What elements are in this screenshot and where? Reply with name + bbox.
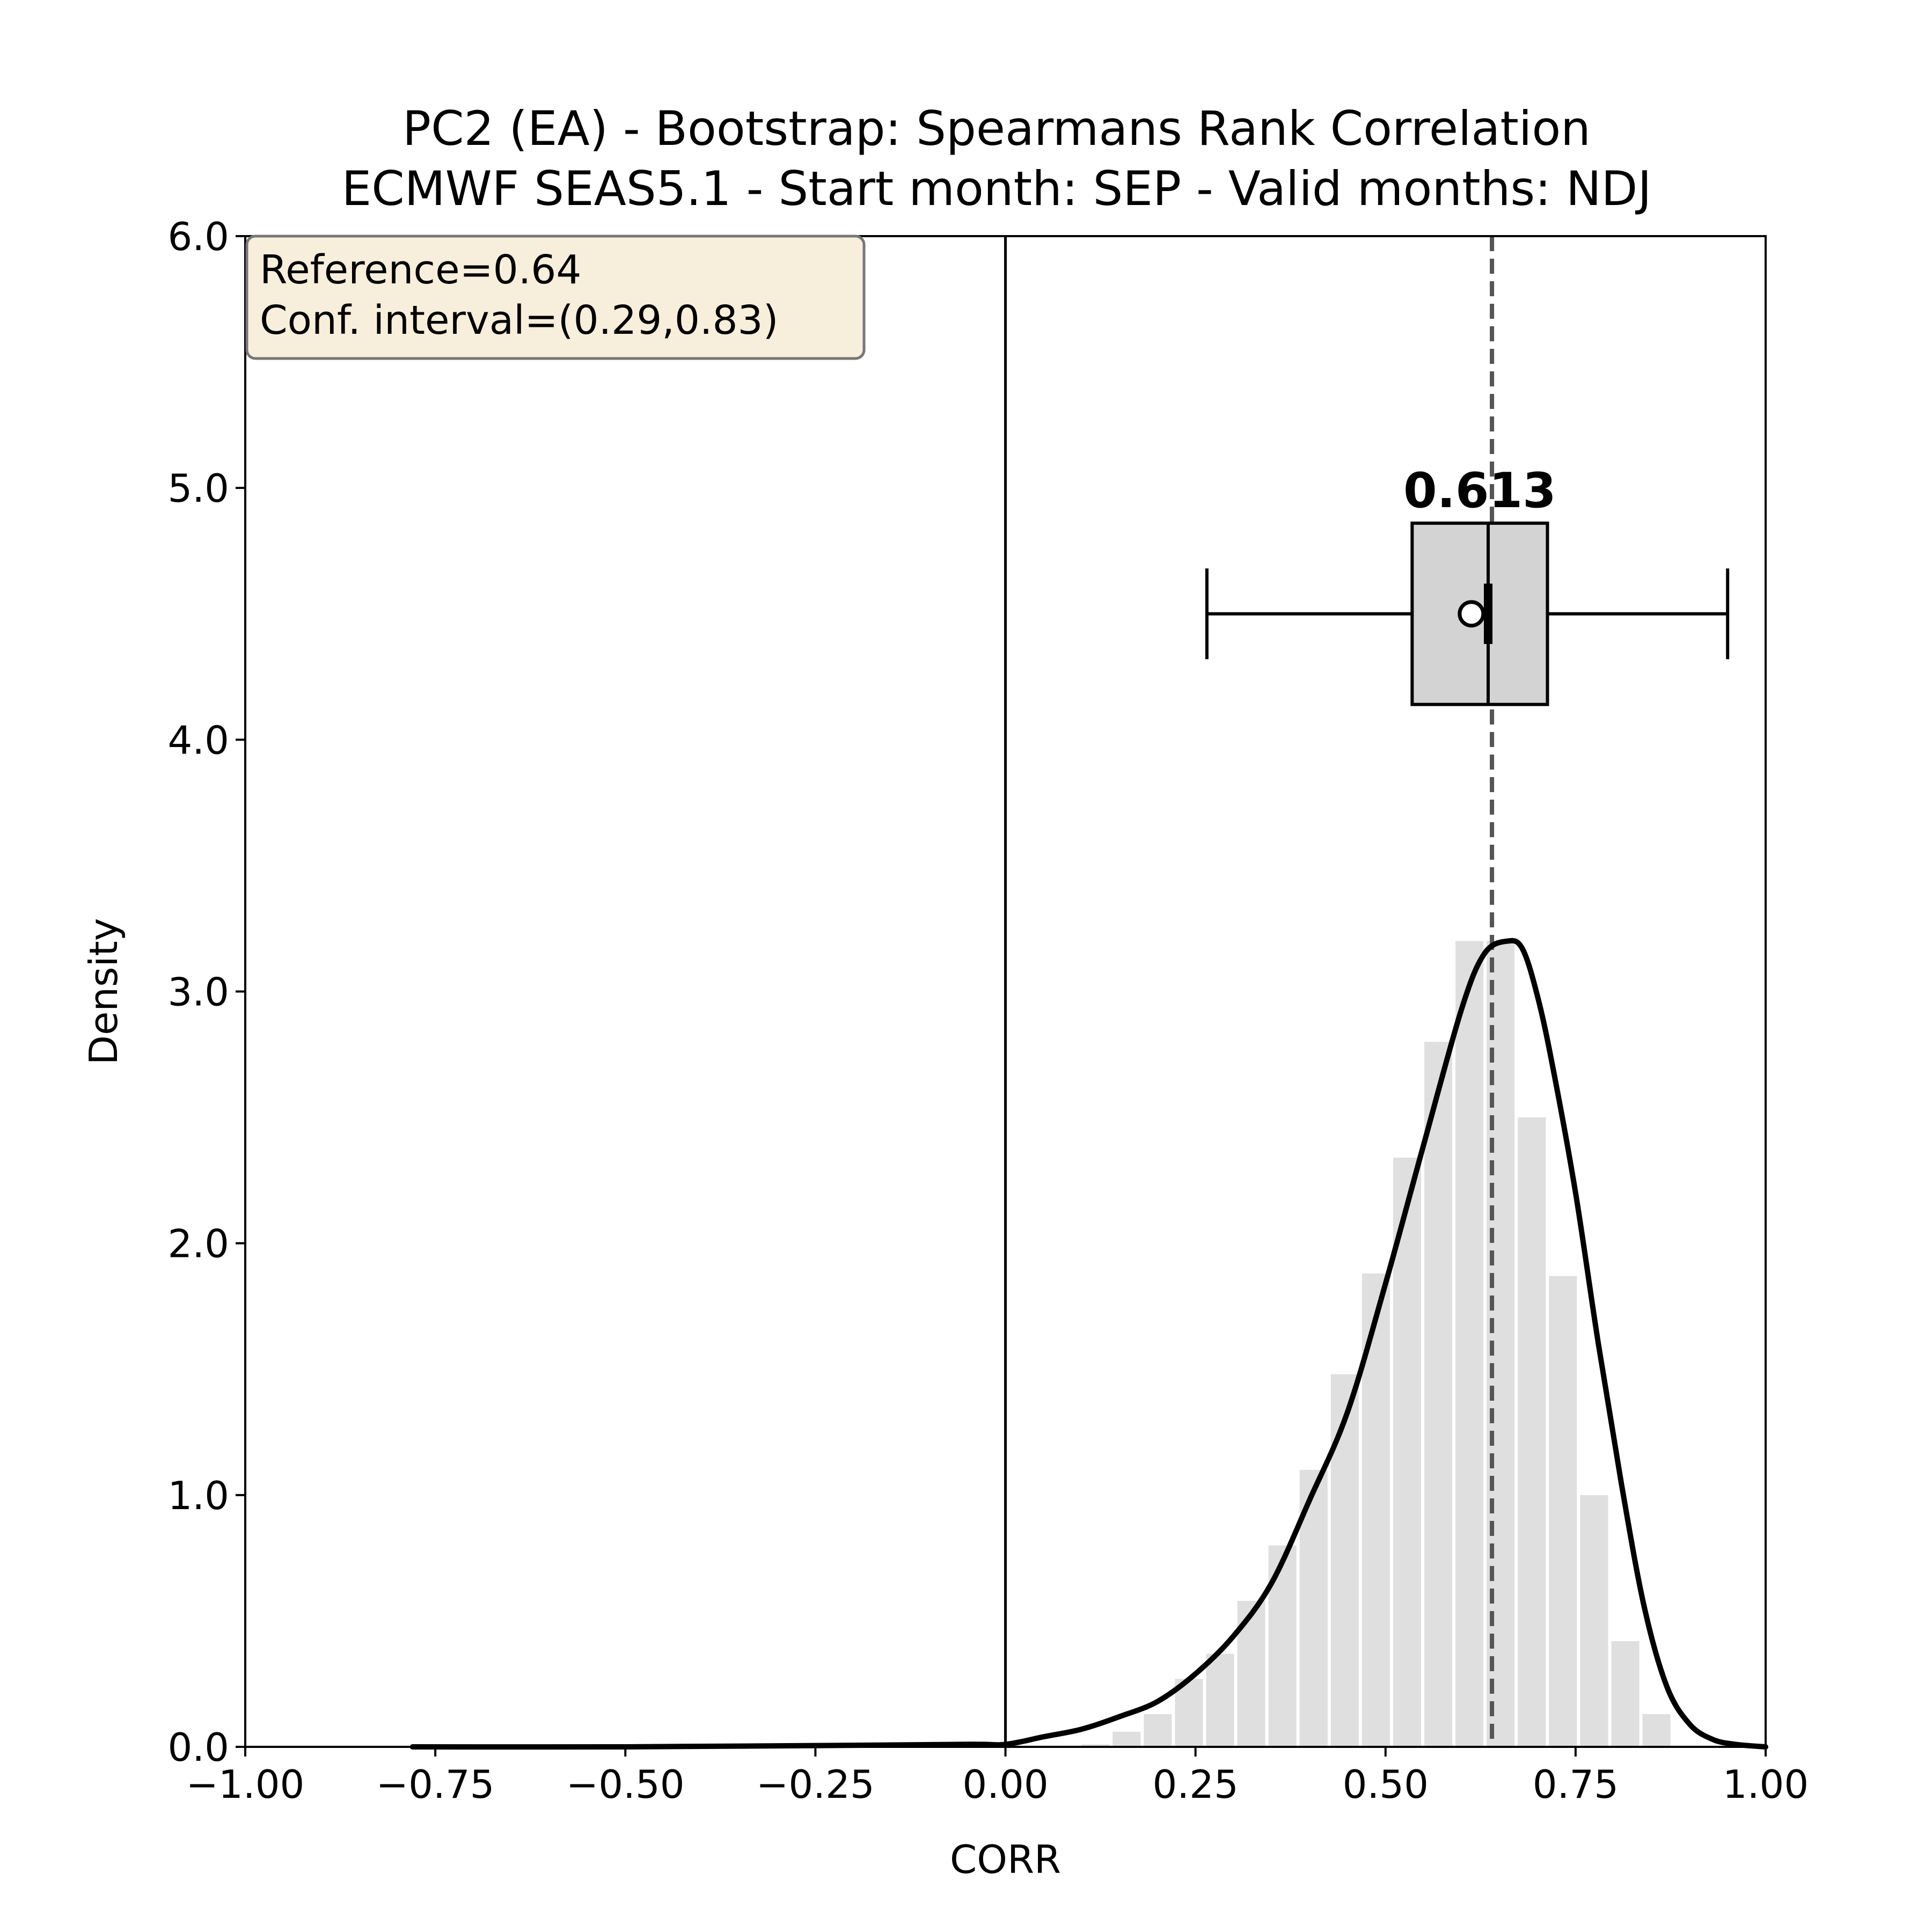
histogram-bar xyxy=(1549,1276,1577,1747)
histogram-bar xyxy=(1175,1679,1203,1747)
y-tick-label: 0.0 xyxy=(167,1725,229,1770)
y-tick-label: 6.0 xyxy=(167,214,229,259)
y-tick-label: 2.0 xyxy=(167,1221,229,1267)
histogram-bars xyxy=(1081,941,1671,1747)
x-tick-label: 0.00 xyxy=(962,1762,1048,1807)
histogram-bar xyxy=(1206,1653,1234,1747)
histogram-bar xyxy=(1393,1158,1421,1747)
histogram-bar xyxy=(1081,1744,1110,1747)
kde-line xyxy=(409,938,1768,1750)
histogram-bar xyxy=(1424,1042,1453,1747)
y-tick-label: 5.0 xyxy=(167,466,229,511)
axes: −1.00 −0.75 −0.50 −0.25 0.00 0.25 0.50 0.75 1.00… xyxy=(167,214,1809,1807)
x-axis-title: CORR xyxy=(950,1837,1061,1882)
y-tick-label: 3.0 xyxy=(167,970,229,1015)
chart-title: PC2 (EA) - Bootstrap: Spearmans Rank Cor… xyxy=(342,101,1652,216)
chart-title-line1: PC2 (EA) - Bootstrap: Spearmans Rank Cor… xyxy=(402,101,1591,156)
histogram-bar xyxy=(1580,1495,1608,1747)
x-tick-label: 0.75 xyxy=(1533,1762,1619,1807)
median-label: 0.613 xyxy=(1403,463,1556,519)
reference-lines xyxy=(1004,236,1495,1747)
histogram-bar xyxy=(1330,1374,1359,1747)
info-box-background xyxy=(245,235,866,360)
histogram-bar xyxy=(1144,1714,1172,1747)
kde-curve xyxy=(409,938,1768,1750)
x-tick-label: −1.00 xyxy=(186,1762,305,1807)
chart-title-line2: ECMWF SEAS5.1 - Start month: SEP - Valid… xyxy=(342,161,1652,216)
reference-text: Reference=0.64 xyxy=(260,247,581,293)
histogram-bar xyxy=(1455,941,1484,1747)
info-box: Reference=0.64 Conf. interval=(0.29,0.83… xyxy=(245,235,866,360)
y-axis-title: Density xyxy=(81,918,126,1065)
x-tick-label: −0.50 xyxy=(566,1762,685,1807)
x-tick-label: −0.75 xyxy=(376,1762,495,1807)
y-tick-label: 4.0 xyxy=(167,718,229,763)
x-tick-label: 0.25 xyxy=(1152,1762,1238,1807)
histogram-bar xyxy=(1611,1641,1640,1747)
histogram-bar xyxy=(1113,1731,1141,1747)
histogram-bar xyxy=(1642,1714,1671,1747)
y-tick-label: 1.0 xyxy=(167,1473,229,1518)
x-tick-label: 1.00 xyxy=(1723,1762,1809,1807)
conf-interval-text: Conf. interval=(0.29,0.83) xyxy=(260,297,778,343)
histogram-bar xyxy=(1518,1117,1546,1747)
mean-marker xyxy=(1458,600,1485,628)
x-tick-label: 0.50 xyxy=(1343,1762,1429,1807)
boxplot xyxy=(1205,521,1730,706)
x-tick-label: −0.25 xyxy=(756,1762,875,1807)
